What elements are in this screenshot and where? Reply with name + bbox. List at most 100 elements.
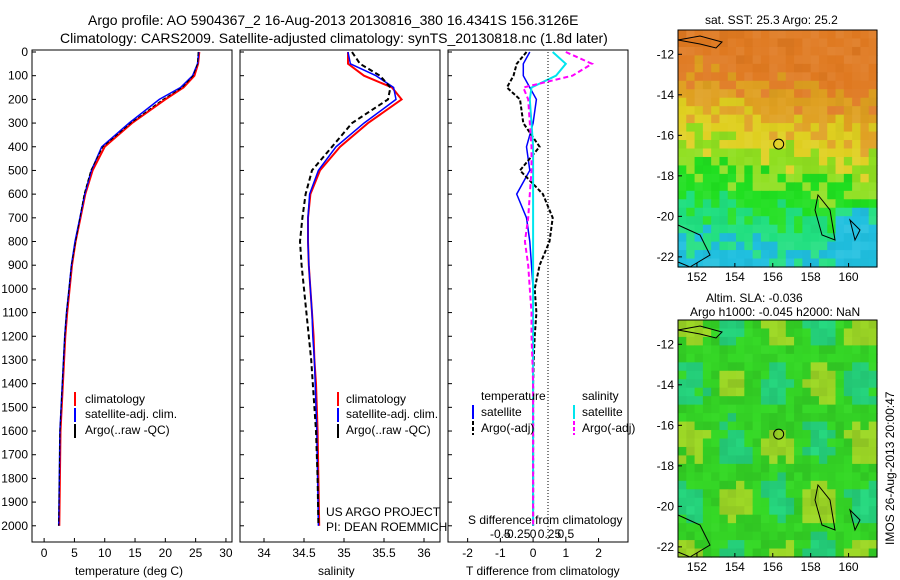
map-cell — [835, 370, 845, 380]
map-cell — [785, 250, 795, 260]
lat-tick-label: -14 — [657, 88, 675, 102]
map-cell — [860, 97, 870, 107]
map-cell — [794, 182, 803, 192]
map-cell — [702, 72, 712, 82]
map-cell — [827, 199, 837, 209]
map-cell — [744, 131, 754, 141]
map-cell — [852, 241, 862, 251]
map-cell — [785, 328, 795, 338]
map-cell — [711, 55, 721, 65]
map-cell — [744, 250, 754, 260]
map-cell — [686, 148, 696, 158]
map-cell — [785, 523, 795, 533]
reef-outline — [814, 193, 836, 241]
reef-outline — [849, 218, 861, 242]
map-cell — [727, 207, 737, 217]
map-cell — [686, 362, 696, 372]
map-cell — [818, 190, 828, 200]
map-cell — [785, 548, 795, 558]
map-cell — [794, 207, 803, 217]
map-cell — [852, 413, 862, 423]
map-cell — [810, 480, 820, 490]
map-cell — [843, 506, 853, 516]
map-cell — [719, 548, 729, 558]
map-cell — [727, 548, 737, 558]
map-cell — [868, 463, 878, 473]
map-cell — [777, 438, 787, 448]
map-cell — [802, 446, 812, 457]
map-cell — [794, 362, 803, 372]
map-cell — [785, 472, 795, 482]
map-cell — [752, 396, 762, 406]
map-cell — [752, 165, 762, 175]
map-cell — [760, 489, 770, 499]
map-cell — [785, 80, 795, 90]
map-cell — [827, 430, 837, 440]
map-cell — [752, 497, 762, 507]
map-cell — [694, 421, 704, 431]
map-cell — [818, 55, 828, 65]
map-cell — [678, 258, 687, 268]
map-cell — [727, 156, 737, 167]
map-cell — [719, 258, 729, 268]
map-cell — [785, 224, 795, 234]
legend-head-salinity: salinity — [582, 389, 619, 403]
map-cell — [760, 241, 770, 251]
depth-tick-label: 300 — [8, 116, 28, 130]
map-cell — [802, 328, 812, 338]
map-cell — [794, 165, 803, 175]
map-cell — [794, 328, 803, 338]
map-cell — [719, 506, 729, 516]
map-cell — [711, 497, 721, 507]
map-cell — [736, 370, 745, 380]
map-cell — [868, 72, 878, 82]
map-cell — [736, 233, 745, 243]
map-cell — [702, 216, 712, 226]
map-cell — [777, 63, 787, 73]
map-cell — [752, 140, 762, 150]
map-cell — [702, 328, 712, 338]
map-cell — [711, 165, 721, 175]
map-cell — [785, 63, 795, 73]
sla-map — [677, 320, 878, 558]
map-cell — [818, 320, 828, 330]
map-cell — [752, 446, 762, 457]
map-cell — [818, 404, 828, 414]
map-cell — [802, 207, 812, 217]
map-cell — [736, 438, 745, 448]
map-cell — [777, 131, 787, 141]
map-cell — [744, 404, 754, 414]
map-cell — [736, 89, 745, 99]
map-cell — [777, 207, 787, 217]
map-cell — [868, 480, 878, 490]
map-cell — [827, 38, 837, 48]
map-cell — [694, 173, 704, 183]
map-cell — [860, 430, 870, 440]
map-cell — [860, 548, 870, 558]
map-cell — [694, 106, 704, 116]
map-cell — [719, 320, 729, 330]
map-cell — [736, 123, 745, 133]
map-cell — [711, 396, 721, 406]
s-tick-label: -0.25 — [503, 527, 531, 541]
map-cell — [835, 80, 845, 90]
map-cell — [727, 446, 737, 457]
lat-tick-label: -18 — [657, 459, 675, 473]
map-cell — [843, 114, 853, 124]
map-cell — [752, 430, 762, 440]
sal-ticks: 34 34.5 35 35.5 36 — [257, 538, 431, 560]
map-cell — [727, 472, 737, 482]
map-cell — [802, 514, 812, 524]
map-cell — [810, 38, 820, 48]
map-cell — [694, 328, 704, 338]
map-cell — [752, 353, 762, 363]
map-cell — [702, 182, 712, 192]
map-cell — [835, 548, 845, 558]
map-cell — [835, 336, 845, 346]
map-cell — [868, 199, 878, 209]
map-cell — [835, 455, 845, 465]
map-cell — [802, 472, 812, 482]
map-cell — [752, 489, 762, 499]
map-cell — [719, 190, 729, 200]
map-cell — [752, 548, 762, 558]
